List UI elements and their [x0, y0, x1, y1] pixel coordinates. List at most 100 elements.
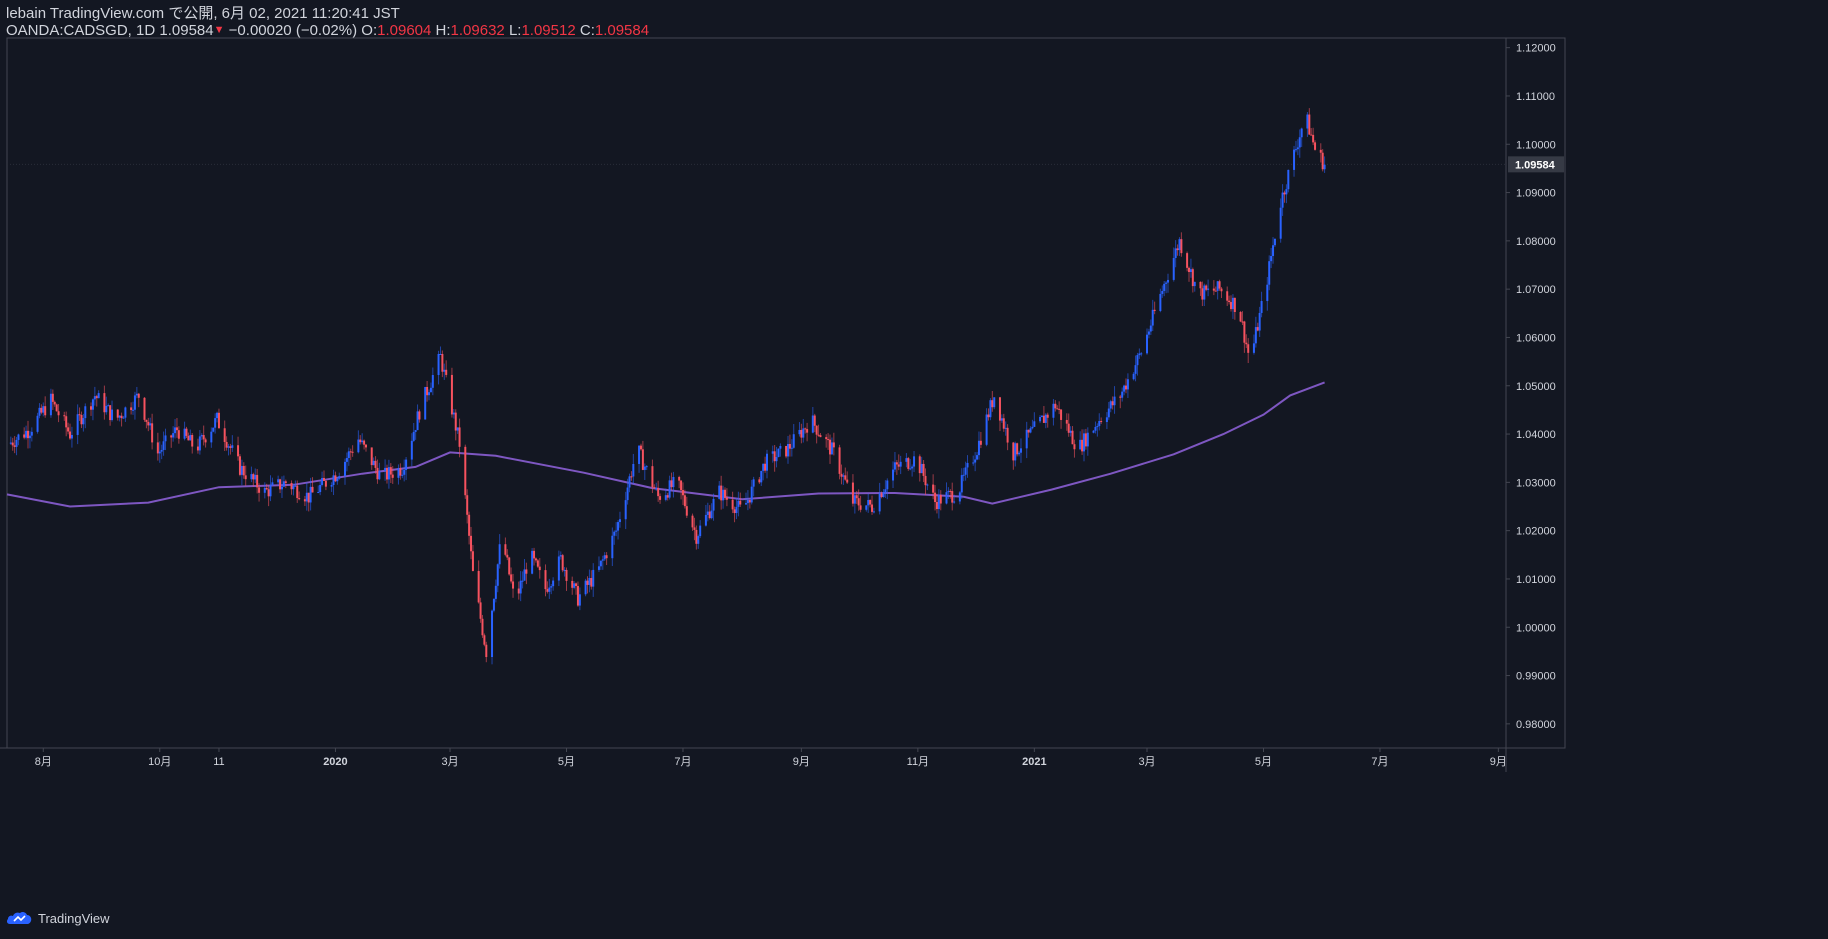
candle-down: [175, 427, 178, 431]
candle-down: [470, 535, 473, 552]
candle-down: [1220, 288, 1223, 292]
candle-up: [706, 511, 709, 515]
candle-down: [364, 444, 367, 448]
candle-down: [1012, 442, 1015, 461]
candle-up: [492, 598, 495, 611]
candle-down: [725, 497, 728, 500]
open-value: 1.09604: [377, 22, 432, 39]
candle-down: [359, 439, 362, 443]
candle-up: [1109, 401, 1112, 409]
candle-up: [867, 499, 870, 506]
candle-up: [174, 427, 177, 434]
candle-up: [1113, 396, 1116, 406]
candle-up: [947, 490, 950, 493]
x-tick-label: 9月: [793, 756, 810, 768]
candle-up: [403, 469, 406, 475]
candle-down: [571, 580, 574, 588]
candle-up: [559, 555, 562, 557]
candle-up: [1287, 169, 1290, 190]
candle-down: [758, 479, 761, 483]
candle-up: [1134, 365, 1137, 374]
candle-down: [466, 495, 469, 515]
last-price-label: 1.09584: [1515, 159, 1556, 171]
x-tick-label: 5月: [1255, 756, 1272, 768]
candle-down: [391, 474, 394, 478]
candle-up: [97, 393, 100, 399]
candle-up: [84, 406, 87, 419]
candle-down: [869, 499, 872, 505]
candle-up: [603, 555, 606, 560]
candle-down: [485, 644, 488, 658]
candle-down: [265, 487, 268, 490]
candle-up: [771, 451, 774, 454]
candle-down: [1201, 288, 1204, 300]
candle-up: [1272, 245, 1275, 256]
candle-up: [1270, 255, 1273, 262]
candle-up: [668, 480, 671, 498]
x-tick-label: 2021: [1022, 756, 1046, 768]
candle-up: [38, 407, 41, 416]
candle-up: [886, 480, 889, 490]
candle-down: [324, 480, 327, 487]
candle-up: [1178, 239, 1181, 251]
candle-down: [370, 447, 373, 466]
candle-up: [775, 457, 778, 462]
candle-up: [397, 468, 400, 478]
candle-down: [922, 463, 925, 476]
candle-up: [993, 397, 996, 408]
candle-up: [158, 451, 161, 454]
candle-down: [1228, 300, 1231, 303]
candle-down: [723, 489, 726, 498]
candle-up: [1252, 343, 1255, 353]
candle-down: [27, 430, 30, 439]
candle-down: [53, 401, 56, 405]
candle-down: [605, 555, 608, 559]
candle-up: [28, 435, 31, 439]
candle-up: [135, 393, 138, 396]
candle-down: [1312, 134, 1315, 143]
high-value: 1.09632: [450, 22, 505, 39]
candle-up: [744, 503, 747, 505]
candle-up: [760, 470, 763, 483]
candle-up: [1123, 385, 1126, 392]
tradingview-logo[interactable]: TradingView: [6, 910, 110, 926]
candle-up: [884, 489, 887, 493]
x-tick-label: 9月: [1490, 756, 1507, 768]
symbol-label[interactable]: OANDA:CADSGD, 1D: [6, 22, 156, 39]
candle-up: [697, 536, 700, 544]
candle-down: [229, 446, 232, 448]
candle-up: [519, 580, 522, 594]
candle-down: [191, 434, 194, 447]
candle-up: [550, 586, 553, 588]
candle-up: [212, 427, 215, 432]
candle-down: [1241, 321, 1244, 323]
candle-up: [1323, 164, 1326, 170]
candle-up: [76, 414, 79, 435]
candle-down: [731, 499, 734, 510]
candle-up: [1159, 293, 1162, 312]
candle-up: [962, 474, 965, 476]
last-price-badge: [1508, 156, 1564, 173]
publish-info: lebain TradingView.com で公開, 6月 02, 2021 …: [6, 5, 400, 22]
candle-down: [561, 555, 564, 571]
y-tick-label: 1.12000: [1516, 43, 1556, 55]
candle-down: [51, 393, 54, 402]
candle-up: [1105, 417, 1108, 423]
candle-down: [800, 429, 803, 438]
candle-up: [779, 445, 782, 449]
candle-up: [424, 386, 427, 420]
candle-down: [855, 495, 858, 499]
candle-up: [1029, 428, 1032, 433]
candle-down: [256, 474, 259, 488]
candle-down: [630, 476, 633, 478]
candle-up: [977, 440, 980, 456]
candle-up: [953, 501, 956, 503]
candle-down: [223, 428, 226, 442]
candle-up: [1146, 334, 1149, 354]
x-tick-label: 3月: [1138, 756, 1155, 768]
candle-up: [611, 535, 614, 559]
candle-up: [309, 486, 312, 503]
candle-up: [872, 511, 875, 513]
candle-up: [699, 525, 702, 537]
